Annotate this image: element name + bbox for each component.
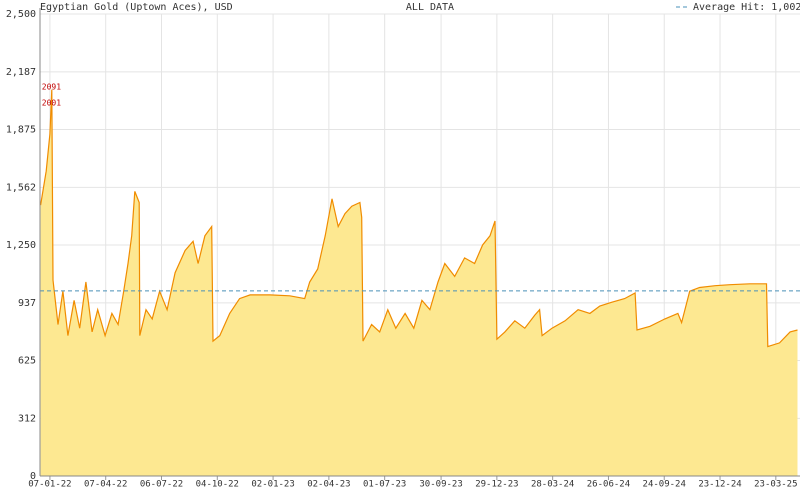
- x-tick-label: 23-03-25: [754, 480, 797, 490]
- y-tick-label: 2,187: [6, 67, 36, 78]
- area-fill: [40, 89, 798, 476]
- x-tick-label: 23-12-24: [698, 480, 741, 490]
- x-tick-label: 02-01-23: [251, 480, 294, 490]
- x-tick-label: 06-07-22: [140, 480, 183, 490]
- x-tick-label: 24-09-24: [643, 480, 686, 490]
- annotation: 2091: [42, 83, 61, 92]
- legend-label: Average Hit: 1,002: [693, 2, 800, 13]
- line: [40, 89, 798, 348]
- y-tick-label: 1,562: [6, 182, 36, 193]
- x-tick-label: 01-07-23: [363, 480, 406, 490]
- x-tick-label: 02-04-23: [307, 480, 350, 490]
- y-tick-label: 2,500: [6, 9, 36, 20]
- y-tick-label: 0: [30, 471, 36, 482]
- x-tick-label: 29-12-23: [475, 480, 518, 490]
- annotation: 2001: [42, 99, 61, 108]
- y-tick-label: 625: [18, 356, 36, 367]
- y-tick-label: 1,250: [6, 240, 36, 251]
- chart-subtitle: ALL DATA: [406, 2, 454, 13]
- y-tick-label: 937: [18, 298, 36, 309]
- chart-title: Egyptian Gold (Uptown Aces), USD: [40, 2, 233, 13]
- x-tick-label: 28-03-24: [531, 480, 574, 490]
- y-tick-label: 1,875: [6, 125, 36, 136]
- x-tick-label: 04-10-22: [196, 480, 239, 490]
- x-tick-label: 07-01-22: [28, 480, 71, 490]
- x-tick-label: 26-06-24: [587, 480, 630, 490]
- y-tick-label: 312: [18, 413, 36, 424]
- x-tick-label: 07-04-22: [84, 480, 127, 490]
- x-tick-label: 30-09-23: [419, 480, 462, 490]
